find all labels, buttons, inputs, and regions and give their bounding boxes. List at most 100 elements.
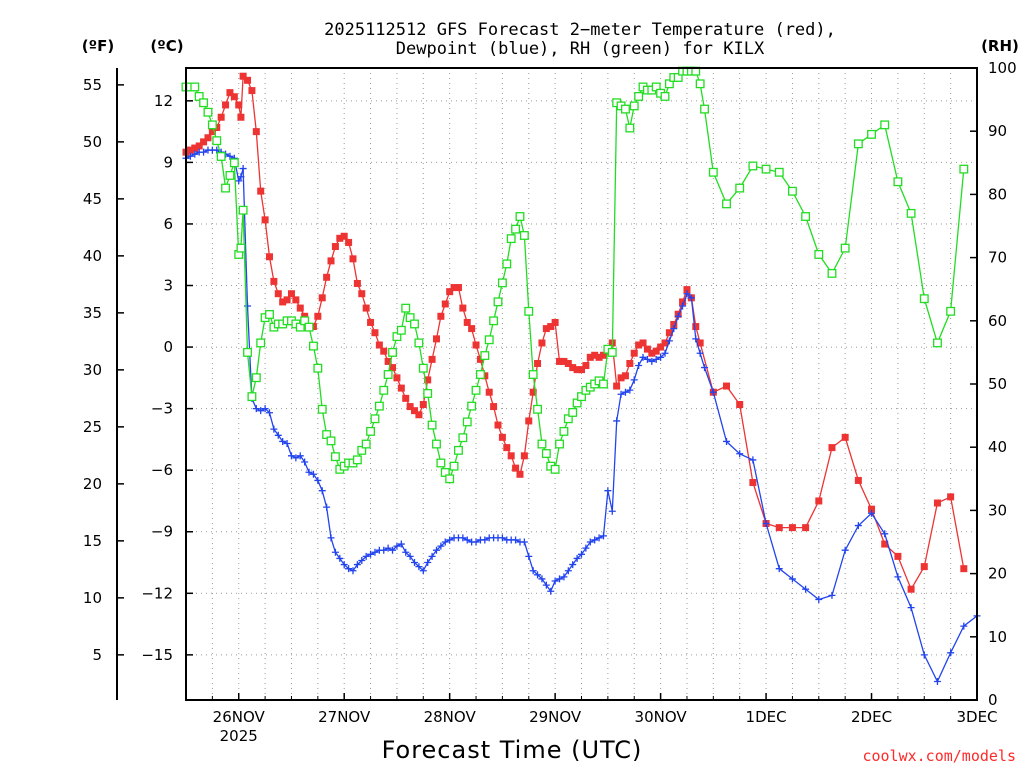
- temperature-point: [358, 290, 366, 298]
- temperature-point: [318, 294, 326, 302]
- temperature-point: [652, 347, 660, 355]
- dewpoint-point: [573, 554, 581, 562]
- dewpoint-line: [185, 149, 978, 684]
- temperature-point: [336, 234, 344, 242]
- x-tick-label: 27NOV: [318, 708, 371, 726]
- rh-point: [317, 404, 327, 414]
- dewpoint-point: [920, 651, 928, 659]
- dewpoint-point: [353, 561, 361, 569]
- rh-point: [216, 152, 226, 161]
- rh-point: [236, 243, 246, 253]
- rh-point: [243, 347, 252, 357]
- temperature-point: [415, 411, 423, 419]
- rh-point: [493, 297, 503, 307]
- dewpoint-point: [244, 302, 252, 310]
- dewpoint-point: [336, 554, 344, 562]
- dewpoint-point: [564, 567, 572, 575]
- dewpoint-point: [389, 546, 397, 554]
- temperature-point: [287, 290, 295, 298]
- rh-point: [388, 347, 397, 357]
- dewpoint-point: [696, 349, 704, 357]
- temperature-point: [261, 216, 269, 224]
- dewpoint-point: [788, 575, 796, 583]
- rh-point: [489, 316, 499, 326]
- temperature-point: [525, 417, 533, 425]
- dewpoint-point: [274, 431, 282, 439]
- temperature-point: [257, 187, 265, 195]
- dewpoint-point: [608, 507, 616, 515]
- rh-point: [787, 186, 797, 196]
- temperature-point: [485, 388, 493, 396]
- x-tick-label: 29NOV: [529, 708, 582, 726]
- dewpoint-point: [894, 573, 902, 581]
- rh-tick-label: 20: [988, 565, 1007, 583]
- rh-point: [366, 426, 376, 436]
- x-tick-sublabel: 2025: [220, 727, 258, 745]
- celsius-tick-label: −3: [151, 400, 173, 418]
- dewpoint-point: [657, 353, 665, 361]
- rh-point: [449, 461, 459, 471]
- temperature-point: [217, 113, 225, 121]
- temperature-point: [389, 364, 397, 372]
- temperature-point: [265, 253, 273, 261]
- rh-point: [251, 373, 261, 383]
- temperature-point: [621, 372, 629, 380]
- temperature-point: [661, 339, 669, 347]
- dewpoint-point: [265, 409, 273, 417]
- temperature-point: [283, 296, 291, 304]
- celsius-axis-unit: (ºC): [150, 37, 183, 55]
- rh-point: [537, 439, 547, 449]
- dewpoint-point: [617, 390, 625, 398]
- gridlines: [186, 68, 977, 700]
- dewpoint-point: [613, 417, 621, 425]
- temperature-point: [498, 433, 506, 441]
- temperature-point: [402, 394, 410, 402]
- dewpoint-point: [252, 405, 260, 413]
- rh-line: [186, 70, 965, 481]
- celsius-tick-label: 12: [154, 92, 173, 110]
- rh-point: [471, 385, 481, 395]
- temperature-point: [432, 335, 440, 343]
- temperature-point: [323, 273, 331, 281]
- rh-point: [221, 183, 230, 193]
- dewpoint-point: [538, 575, 546, 583]
- rh-point: [853, 139, 863, 149]
- dewpoint-point: [556, 575, 564, 583]
- dewpoint-point: [643, 355, 651, 363]
- rh-point: [506, 234, 516, 244]
- celsius-tick-label: 0: [163, 338, 173, 356]
- temperature-point: [696, 339, 704, 347]
- dewpoint-point: [933, 678, 941, 686]
- temperature-point: [749, 478, 757, 486]
- temperature-point: [635, 341, 643, 349]
- dewpoint-point: [237, 173, 245, 181]
- temperature-point: [375, 341, 383, 349]
- temperature-point: [459, 304, 467, 312]
- dewpoint-point: [709, 388, 717, 396]
- temperature-point: [371, 329, 379, 337]
- dewpoint-point: [314, 476, 322, 484]
- rh-point: [212, 136, 222, 146]
- dewpoint-point: [582, 544, 590, 552]
- rh-point: [533, 404, 543, 414]
- temperature-point: [204, 134, 212, 142]
- dewpoint-point: [318, 487, 326, 495]
- rh-point: [313, 363, 323, 373]
- fahrenheit-tick-label: 30: [83, 361, 102, 379]
- temperature-point: [692, 323, 700, 331]
- dewpoint-point: [674, 312, 682, 320]
- temperature-point: [599, 351, 607, 359]
- dewpoint-point: [551, 577, 559, 585]
- dewpoint-point: [529, 567, 537, 575]
- dewpoint-point: [648, 357, 656, 365]
- x-axis-label: Forecast Time (UTC): [382, 736, 643, 764]
- dewpoint-point: [687, 294, 695, 302]
- dewpoint-point: [459, 534, 467, 542]
- rh-point: [919, 294, 929, 304]
- dewpoint-point: [701, 364, 709, 372]
- dewpoint-point: [661, 349, 669, 357]
- temperature-point: [679, 298, 687, 306]
- temperature-point: [507, 452, 515, 460]
- dewpoint-point: [854, 522, 862, 530]
